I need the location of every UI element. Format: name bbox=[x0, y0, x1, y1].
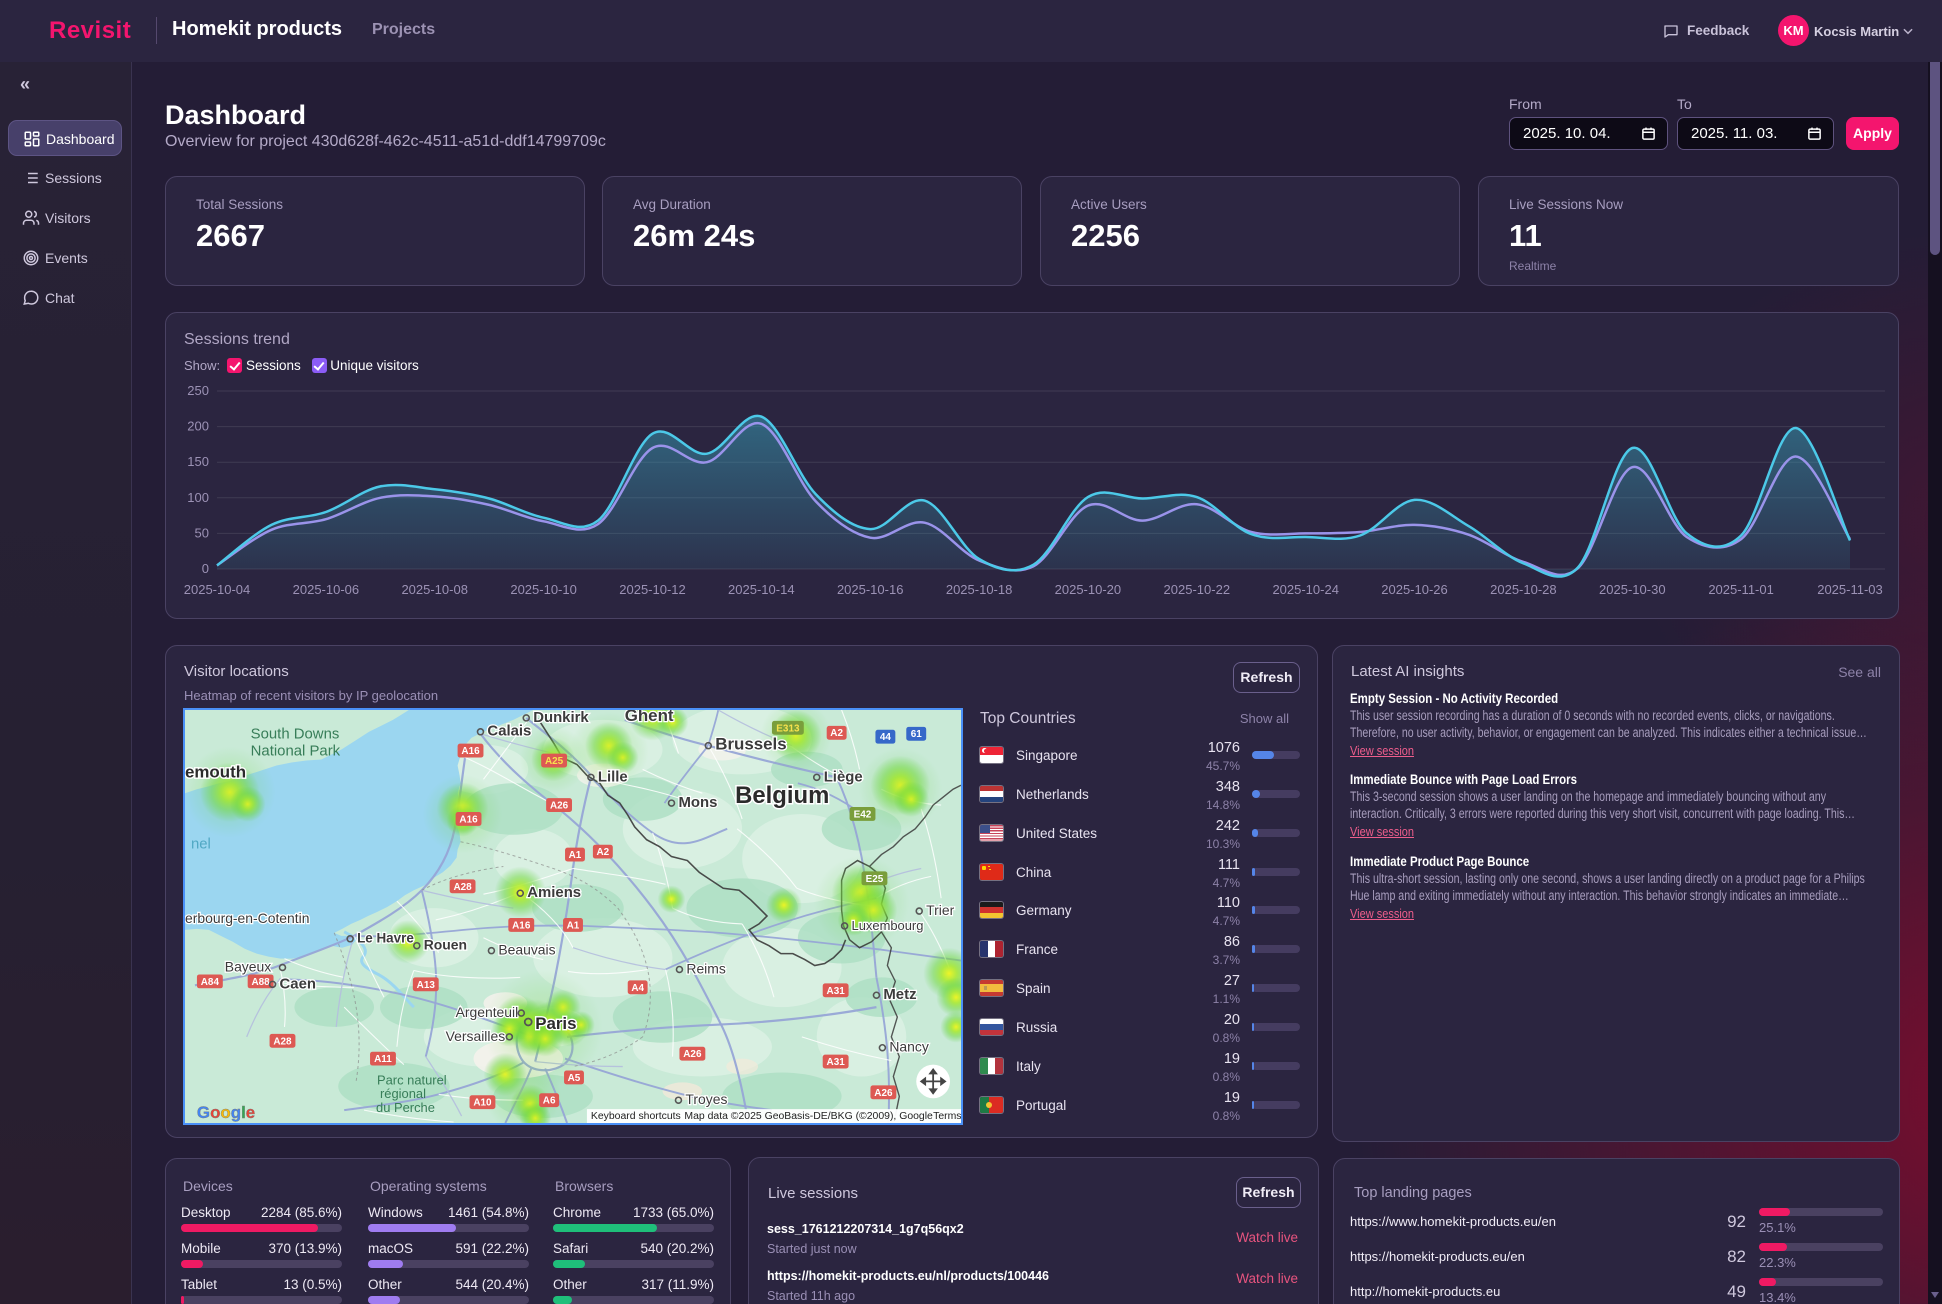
svg-text:régional: régional bbox=[380, 1086, 426, 1101]
svg-text:Google: Google bbox=[197, 1103, 255, 1122]
svg-text:200: 200 bbox=[187, 419, 209, 434]
svg-text:2025-10-12: 2025-10-12 bbox=[619, 582, 686, 597]
svg-text:National Park: National Park bbox=[251, 744, 341, 760]
svg-text:A31: A31 bbox=[827, 986, 846, 997]
svg-text:Liège: Liège bbox=[824, 769, 863, 785]
svg-text:A16: A16 bbox=[512, 920, 531, 931]
svg-text:A2: A2 bbox=[596, 847, 609, 858]
svg-text:Belgium: Belgium bbox=[735, 782, 829, 809]
svg-text:A1: A1 bbox=[567, 920, 580, 931]
svg-text:150: 150 bbox=[187, 454, 209, 469]
svg-text:2025-10-30: 2025-10-30 bbox=[1599, 582, 1666, 597]
svg-text:A5: A5 bbox=[568, 1073, 581, 1084]
svg-text:50: 50 bbox=[195, 525, 209, 540]
svg-text:2025-10-04: 2025-10-04 bbox=[184, 582, 251, 597]
svg-text:A10: A10 bbox=[473, 1098, 492, 1109]
svg-text:Nancy: Nancy bbox=[889, 1039, 928, 1055]
svg-text:Bayeux: Bayeux bbox=[225, 958, 271, 974]
svg-text:44: 44 bbox=[880, 732, 892, 743]
svg-text:E42: E42 bbox=[854, 809, 872, 820]
svg-text:emouth: emouth bbox=[185, 762, 246, 781]
svg-text:2025-10-26: 2025-10-26 bbox=[1381, 582, 1448, 597]
svg-text:South Downs: South Downs bbox=[251, 727, 340, 743]
svg-text:A4: A4 bbox=[631, 983, 644, 994]
svg-text:Reims: Reims bbox=[686, 960, 725, 976]
svg-text:E313: E313 bbox=[776, 723, 800, 734]
svg-text:2025-10-20: 2025-10-20 bbox=[1055, 582, 1122, 597]
svg-text:A16: A16 bbox=[459, 814, 478, 825]
svg-text:A26: A26 bbox=[683, 1049, 702, 1060]
svg-text:A26: A26 bbox=[874, 1088, 893, 1099]
svg-text:Brussels: Brussels bbox=[715, 735, 786, 754]
svg-text:du Perche: du Perche bbox=[376, 1100, 435, 1115]
svg-text:2025-10-18: 2025-10-18 bbox=[946, 582, 1013, 597]
svg-text:61: 61 bbox=[911, 729, 923, 740]
svg-text:Argenteuil: Argenteuil bbox=[456, 1004, 519, 1020]
svg-text:2025-11-03: 2025-11-03 bbox=[1817, 582, 1883, 597]
svg-text:nel: nel bbox=[191, 837, 211, 853]
svg-text:A2: A2 bbox=[830, 728, 843, 739]
svg-text:A13: A13 bbox=[417, 980, 436, 991]
svg-text:Calais: Calais bbox=[487, 724, 531, 740]
svg-text:A84: A84 bbox=[201, 977, 220, 988]
svg-text:A6: A6 bbox=[543, 1096, 556, 1107]
svg-text:Mons: Mons bbox=[678, 795, 717, 811]
svg-text:A28: A28 bbox=[273, 1036, 292, 1047]
svg-text:Luxembourg: Luxembourg bbox=[852, 918, 924, 933]
svg-text:Versailles: Versailles bbox=[446, 1028, 506, 1044]
svg-text:A25: A25 bbox=[545, 756, 564, 767]
svg-text:2025-10-16: 2025-10-16 bbox=[837, 582, 904, 597]
svg-text:A26: A26 bbox=[550, 801, 569, 812]
svg-text:Amiens: Amiens bbox=[527, 885, 581, 901]
svg-text:Map data ©2025 GeoBasis-DE/BKG: Map data ©2025 GeoBasis-DE/BKG (©2009), … bbox=[684, 1111, 933, 1122]
svg-text:Dunkirk: Dunkirk bbox=[533, 710, 589, 726]
svg-text:Metz: Metz bbox=[883, 987, 916, 1003]
svg-text:Ghent: Ghent bbox=[625, 710, 674, 725]
svg-text:A16: A16 bbox=[461, 746, 480, 757]
svg-text:Rouen: Rouen bbox=[424, 937, 467, 953]
svg-text:A1: A1 bbox=[569, 850, 582, 861]
svg-text:2025-10-14: 2025-10-14 bbox=[728, 582, 795, 597]
svg-text:Paris: Paris bbox=[535, 1014, 576, 1033]
svg-text:2025-10-08: 2025-10-08 bbox=[401, 582, 468, 597]
svg-text:250: 250 bbox=[187, 383, 209, 398]
svg-text:0: 0 bbox=[202, 561, 209, 576]
svg-text:A11: A11 bbox=[374, 1054, 392, 1065]
svg-text:2025-11-01: 2025-11-01 bbox=[1708, 582, 1774, 597]
svg-text:Keyboard shortcuts: Keyboard shortcuts bbox=[591, 1111, 681, 1122]
svg-text:Beauvais: Beauvais bbox=[498, 942, 555, 958]
svg-text:Le Havre: Le Havre bbox=[357, 931, 414, 946]
svg-text:2025-10-06: 2025-10-06 bbox=[293, 582, 360, 597]
svg-text:2025-10-10: 2025-10-10 bbox=[510, 582, 576, 597]
svg-text:2025-10-28: 2025-10-28 bbox=[1490, 582, 1557, 597]
svg-text:Parc naturel: Parc naturel bbox=[377, 1072, 447, 1087]
svg-text:A31: A31 bbox=[827, 1057, 846, 1068]
svg-text:Caen: Caen bbox=[280, 976, 316, 992]
svg-text:A28: A28 bbox=[453, 882, 472, 893]
svg-text:erbourg-en-Cotentin: erbourg-en-Cotentin bbox=[185, 910, 309, 926]
svg-text:Lille: Lille bbox=[598, 769, 628, 785]
svg-text:Troyes: Troyes bbox=[685, 1091, 727, 1107]
svg-text:2025-10-24: 2025-10-24 bbox=[1272, 582, 1339, 597]
svg-text:A88: A88 bbox=[251, 977, 270, 988]
svg-text:Terms: Terms bbox=[933, 1111, 961, 1122]
svg-text:2025-10-22: 2025-10-22 bbox=[1164, 582, 1231, 597]
svg-text:E25: E25 bbox=[866, 874, 884, 885]
svg-text:Trier: Trier bbox=[926, 902, 954, 918]
svg-text:100: 100 bbox=[187, 490, 209, 505]
